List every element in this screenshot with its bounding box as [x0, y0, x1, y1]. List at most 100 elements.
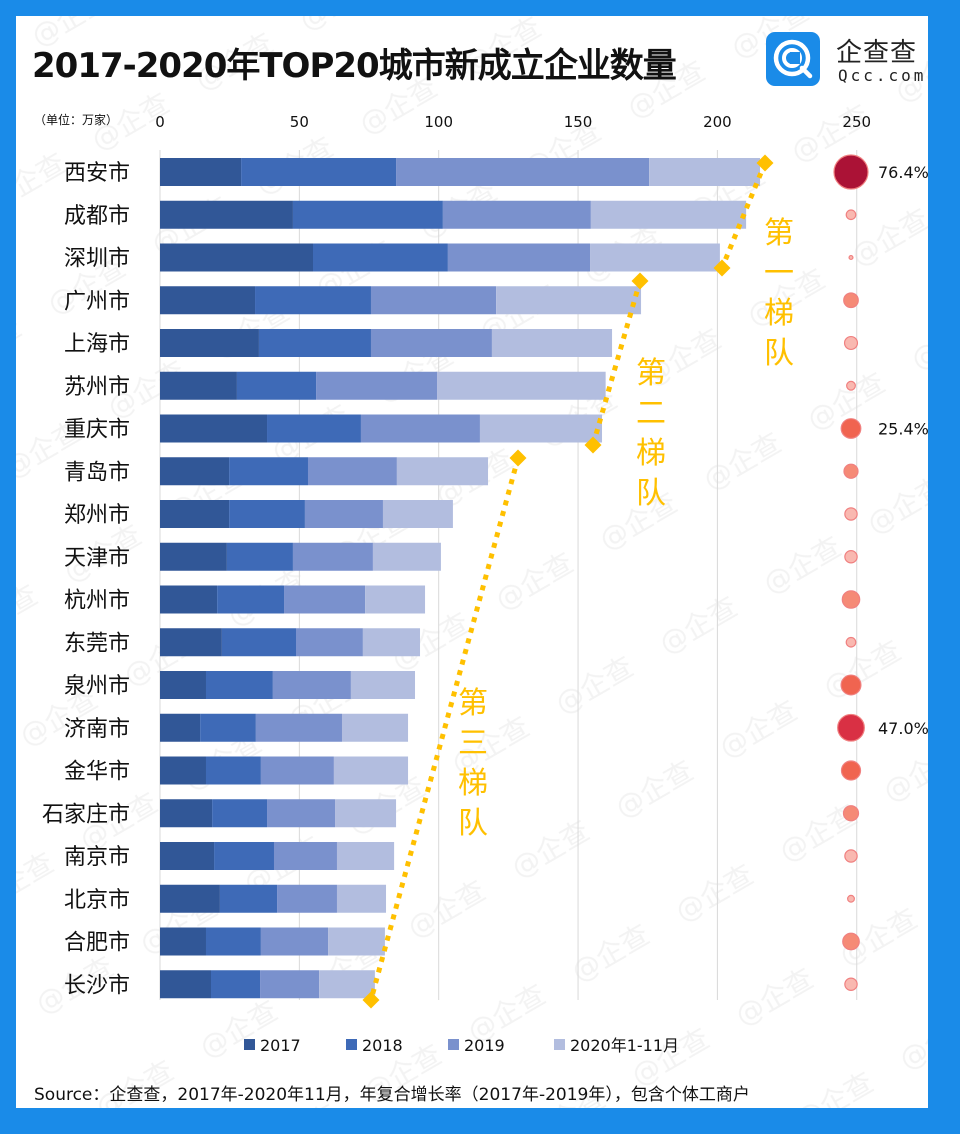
bar-segment	[205, 927, 261, 956]
bar-segment	[350, 671, 416, 699]
bar-segment	[267, 799, 336, 828]
bar-segment	[649, 158, 761, 186]
x-tick-label: 200	[703, 113, 732, 131]
bar-segment	[437, 371, 606, 400]
bar-segment	[160, 414, 268, 443]
bar-segment	[333, 756, 409, 785]
growth-bubble	[846, 380, 856, 391]
bar-segment	[160, 799, 213, 828]
growth-bubble	[848, 254, 854, 261]
bar-segment	[160, 585, 218, 614]
category-label: 天津市	[64, 546, 130, 571]
bar-segment	[307, 457, 397, 486]
bar-segment	[229, 500, 305, 528]
bar-segment	[341, 713, 409, 742]
legend-swatch	[346, 1039, 357, 1050]
growth-bubble	[833, 154, 869, 190]
growth-bubble	[847, 894, 855, 903]
bar-segment	[273, 842, 337, 870]
tier-label-char: 梯	[636, 436, 666, 471]
tier-marker	[713, 259, 731, 277]
category-label: 北京市	[64, 888, 130, 913]
legend-swatch	[448, 1039, 459, 1050]
bar-segment	[396, 457, 489, 486]
bar-segment	[292, 200, 443, 229]
bar-segment	[160, 457, 230, 486]
bar-segment	[219, 884, 278, 913]
category-label: 南京市	[64, 845, 130, 870]
category-label: 济南市	[64, 717, 130, 742]
category-label: 杭州市	[64, 589, 130, 614]
bar-segment	[200, 713, 256, 742]
qcc-logo: 企查查 Qcc.com	[766, 32, 936, 88]
tier-label-char: 梯	[458, 766, 488, 801]
legend-swatch	[554, 1039, 565, 1050]
bar-segment	[160, 671, 206, 699]
bar-segment	[212, 799, 268, 828]
tier-label-char: 第	[458, 686, 488, 721]
logo-text-cn: 企查查	[836, 38, 918, 68]
bar-segment	[360, 414, 480, 443]
bar-segment	[241, 158, 397, 186]
bar-segment	[205, 671, 273, 699]
growth-bubble	[841, 590, 861, 609]
category-label: 金华市	[64, 760, 130, 785]
logo-text-en: Qcc.com	[838, 66, 927, 85]
growth-bubble	[837, 713, 865, 742]
category-label: 西安市	[64, 161, 130, 186]
bar-segment	[255, 713, 342, 742]
legend-label: 2020年1-11月	[570, 1036, 679, 1055]
bar-segment	[160, 713, 201, 742]
bar-segment	[260, 927, 329, 956]
legend-swatch	[244, 1039, 255, 1050]
bar-segment	[292, 542, 373, 571]
bar-segment	[214, 842, 274, 870]
tier-label-char: 第	[636, 356, 666, 391]
legend-label: 2019	[464, 1036, 505, 1055]
bar-segment	[396, 158, 650, 186]
source-note: Source：企查查，2017年-2020年11月，年复合增长率（2017年-2…	[34, 1085, 750, 1105]
growth-label: 76.4%	[878, 163, 929, 182]
tier-label-char: 梯	[764, 296, 794, 331]
category-label: 重庆市	[64, 418, 130, 443]
category-label: 石家庄市	[42, 802, 130, 827]
bar-segment	[382, 500, 453, 528]
bar-segment	[160, 243, 314, 272]
growth-bubble	[842, 932, 860, 951]
tier-label-char: 队	[636, 476, 666, 511]
bar-segment	[284, 585, 366, 614]
category-label: 合肥市	[64, 931, 130, 956]
growth-bubble	[844, 977, 858, 992]
category-label: 长沙市	[64, 973, 130, 998]
tier-label-char: 第	[764, 216, 794, 251]
bar-segment	[160, 927, 206, 956]
x-tick-label: 150	[564, 113, 593, 131]
growth-bubble	[844, 849, 858, 863]
bar-segment	[442, 200, 591, 229]
category-label: 成都市	[64, 204, 130, 229]
bar-segment	[362, 628, 421, 657]
bar-segment	[258, 329, 371, 357]
bar-segment	[260, 970, 320, 999]
bar-segment	[336, 884, 387, 913]
bar-segment	[335, 799, 397, 828]
bar-segment	[372, 542, 441, 571]
growth-bubble	[842, 805, 860, 822]
growth-label: 25.4%	[878, 420, 929, 439]
x-tick-label: 0	[155, 113, 165, 131]
category-label: 泉州市	[64, 674, 130, 699]
bar-segment	[447, 243, 591, 272]
bar-segment	[255, 286, 371, 315]
bar-segment	[226, 542, 293, 571]
legend-label: 2017	[260, 1036, 301, 1055]
bar-segment	[277, 884, 337, 913]
tier-label-char: 二	[636, 396, 666, 431]
growth-bubble	[843, 335, 859, 351]
bar-segment	[160, 756, 206, 785]
bar-segment	[160, 286, 256, 315]
legend-label: 2018	[362, 1036, 403, 1055]
bar-segment	[370, 286, 497, 315]
unit-label: （单位：万家）	[34, 112, 118, 127]
bar-segment	[160, 500, 230, 528]
growth-label: 47.0%	[878, 719, 929, 738]
